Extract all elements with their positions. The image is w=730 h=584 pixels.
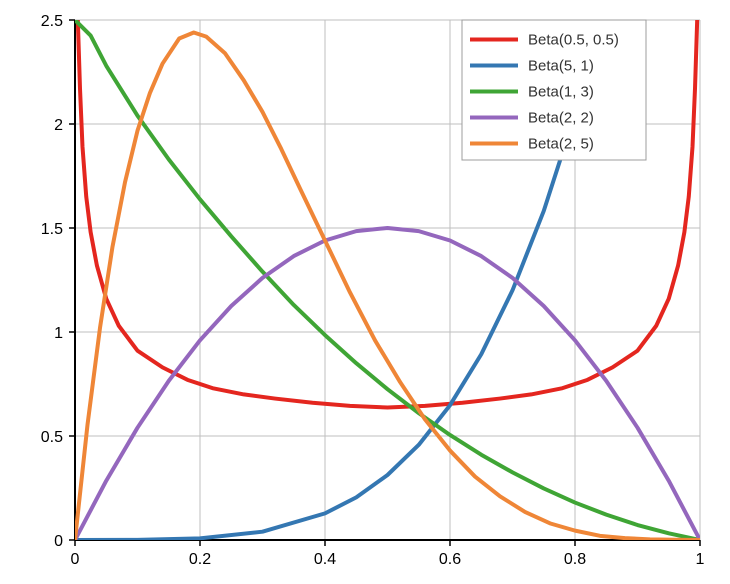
- legend: Beta(0.5, 0.5) Beta(5, 1) Beta(1, 3) Beta(2…: [462, 20, 646, 160]
- legend-label-orange: Beta(2, 5): [528, 136, 594, 153]
- y-tick-label: 1: [54, 325, 63, 342]
- y-tick-label: 2.5: [41, 13, 63, 30]
- legend-label-green: Beta(1, 3): [528, 84, 594, 101]
- y-tick-label: 1.5: [41, 221, 63, 238]
- legend-label-red: Beta(0.5, 0.5): [528, 32, 619, 49]
- series-purple: [75, 228, 700, 540]
- x-tick-label: 0.6: [439, 551, 461, 568]
- legend-label-purple: Beta(2, 2): [528, 110, 594, 127]
- x-tick-label: 0.8: [564, 551, 586, 568]
- x-tick-label: 0.2: [189, 551, 211, 568]
- y-tick-label: 2: [54, 117, 63, 134]
- chart-container: 0 0.2 0.4 0.6 0.8 1 0 0.5 1 1.5 2 2.5 Beta(0.5, 0.5)…: [0, 0, 730, 584]
- y-tick-label: 0: [54, 533, 63, 550]
- chart-svg: 0 0.2 0.4 0.6 0.8 1 0 0.5 1 1.5 2 2.5 Beta(0.5, 0.5)…: [0, 0, 730, 584]
- x-tick-label: 0: [71, 551, 80, 568]
- legend-label-blue: Beta(5, 1): [528, 58, 594, 75]
- y-tick-label: 0.5: [41, 429, 63, 446]
- x-tick-label: 1: [696, 551, 705, 568]
- x-tick-label: 0.4: [314, 551, 336, 568]
